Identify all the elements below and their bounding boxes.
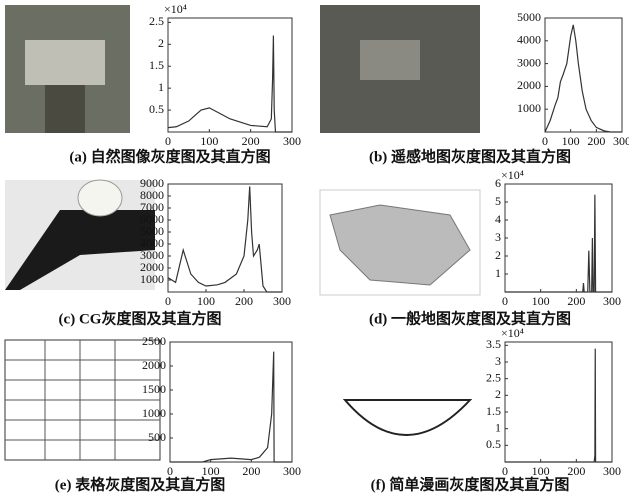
- caption: (d) 一般地图灰度图及其直方图: [369, 309, 571, 327]
- x-tick-label: 200: [242, 464, 260, 478]
- y-tick-label: 3: [495, 230, 501, 244]
- histogram-line: [168, 36, 292, 132]
- y-tick-label: 2500: [142, 334, 166, 348]
- caption: (b) 遥感地图灰度图及其直方图: [369, 147, 571, 165]
- x-tick-label: 0: [165, 294, 171, 308]
- y-tick-label: 2.5: [149, 14, 164, 28]
- y-tick-label: 2000: [140, 260, 164, 274]
- photo-a: [5, 5, 130, 133]
- photo-d: [320, 190, 480, 295]
- x-tick-label: 0: [542, 134, 548, 148]
- y-tick-label: 3000: [140, 248, 164, 262]
- y-tick-label: 1000: [142, 406, 166, 420]
- y-tick-label: 1.5: [486, 404, 501, 418]
- photo-f: [330, 340, 480, 465]
- y-tick-label: 2: [495, 387, 501, 401]
- y-tick-label: 500: [148, 430, 166, 444]
- histogram-line: [168, 186, 282, 292]
- caption: (a) 自然图像灰度图及其直方图: [69, 147, 270, 165]
- y-tick-label: 5000: [517, 10, 541, 24]
- y-tick-label: 9000: [140, 176, 164, 190]
- x-tick-label: 0: [502, 294, 508, 308]
- plot-box: [545, 18, 622, 132]
- y-tick-label: 2000: [517, 78, 541, 92]
- figure: 0.511.522.50100200300×10⁴(a) 自然图像灰度图及其直方…: [0, 0, 629, 497]
- axis-exponent: ×10⁴: [501, 326, 524, 340]
- y-tick-label: 1: [158, 80, 164, 94]
- x-tick-label: 100: [562, 134, 580, 148]
- x-tick-label: 300: [603, 294, 621, 308]
- y-tick-label: 2: [495, 248, 501, 262]
- x-tick-label: 100: [202, 464, 220, 478]
- x-tick-label: 300: [613, 134, 629, 148]
- y-tick-label: 1: [495, 420, 501, 434]
- caption: (e) 表格灰度图及其直方图: [55, 475, 225, 493]
- y-tick-label: 4: [495, 212, 501, 226]
- x-tick-label: 200: [587, 134, 605, 148]
- histogram-line: [170, 352, 292, 462]
- y-tick-label: 0.5: [486, 437, 501, 451]
- x-tick-label: 100: [532, 464, 550, 478]
- y-tick-label: 1: [495, 266, 501, 280]
- x-tick-label: 100: [532, 294, 550, 308]
- y-tick-label: 2: [158, 36, 164, 50]
- caption: (c) CG灰度图及其直方图: [59, 309, 222, 327]
- y-tick-label: 3.5: [486, 337, 501, 351]
- y-tick-label: 2.5: [486, 370, 501, 384]
- y-tick-label: 1.5: [149, 58, 164, 72]
- y-tick-label: 3000: [517, 55, 541, 69]
- plot-box: [168, 184, 282, 292]
- y-tick-label: 8000: [140, 188, 164, 202]
- x-tick-label: 200: [235, 294, 253, 308]
- y-tick-label: 7000: [140, 200, 164, 214]
- y-tick-label: 1500: [142, 382, 166, 396]
- x-tick-label: 300: [283, 464, 301, 478]
- caption: (f) 简单漫画灰度图及其直方图: [371, 475, 570, 493]
- y-tick-label: 1000: [517, 101, 541, 115]
- x-tick-label: 0: [502, 464, 508, 478]
- x-tick-label: 200: [567, 294, 585, 308]
- x-tick-label: 200: [567, 464, 585, 478]
- y-tick-label: 5: [495, 194, 501, 208]
- axis-exponent: ×10⁴: [164, 2, 187, 16]
- x-tick-label: 300: [273, 294, 291, 308]
- y-tick-label: 3: [495, 354, 501, 368]
- y-tick-label: 6000: [140, 212, 164, 226]
- y-tick-label: 2000: [142, 358, 166, 372]
- histogram-line: [505, 195, 612, 292]
- x-tick-label: 200: [242, 134, 260, 148]
- y-tick-label: 1000: [140, 272, 164, 286]
- photo-c: [5, 180, 155, 290]
- photo-b: [320, 5, 480, 133]
- histogram-line: [505, 349, 612, 462]
- y-tick-label: 5000: [140, 224, 164, 238]
- x-tick-label: 0: [165, 134, 171, 148]
- axis-exponent: ×10⁴: [501, 168, 524, 182]
- y-tick-label: 0.5: [149, 102, 164, 116]
- photo-e: [5, 340, 160, 460]
- y-tick-label: 4000: [517, 33, 541, 47]
- x-tick-label: 100: [200, 134, 218, 148]
- histogram-line: [545, 25, 622, 132]
- y-tick-label: 4000: [140, 236, 164, 250]
- x-tick-label: 300: [283, 134, 301, 148]
- x-tick-label: 0: [167, 464, 173, 478]
- x-tick-label: 300: [603, 464, 621, 478]
- x-tick-label: 100: [197, 294, 215, 308]
